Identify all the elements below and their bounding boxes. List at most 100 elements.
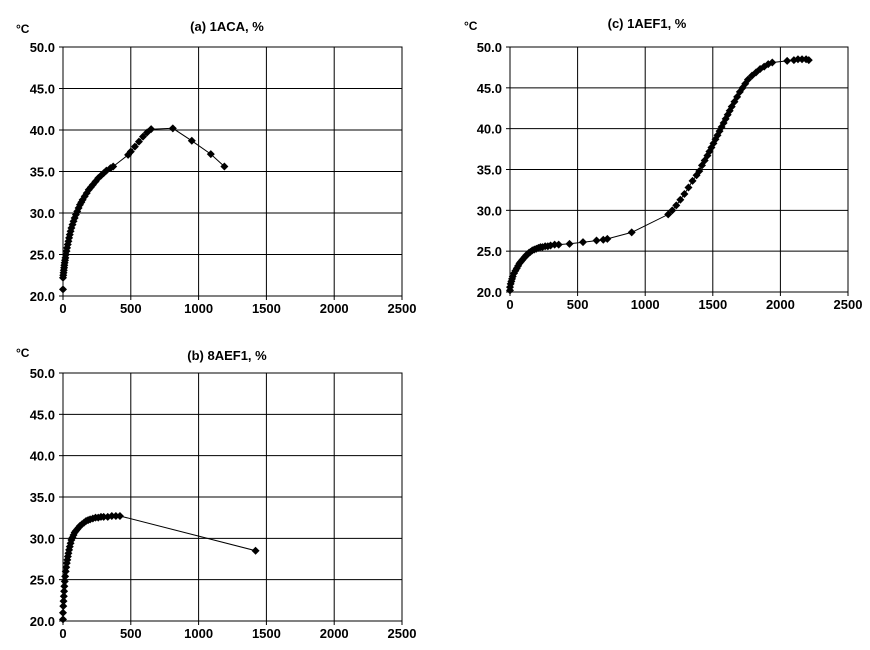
x-tick-label: 0: [506, 297, 513, 312]
x-tick-labels: 0 500 1000 1500 2000 2500: [59, 626, 416, 641]
y-tick-label: 40.0: [30, 449, 55, 464]
data-point: [130, 142, 139, 151]
x-tick-label: 0: [59, 626, 66, 641]
data-point: [59, 615, 67, 624]
data-point: [783, 56, 792, 65]
data-point: [59, 597, 68, 606]
data-point: [187, 136, 196, 145]
y-tick-label: 25.0: [477, 244, 502, 259]
series-line: [62, 127, 225, 290]
data-point: [695, 167, 704, 176]
chart-panel-c: (c) 1AEF1, % °C 20.0 25.0 30.0 35.0 40.0 45.0…: [464, 16, 862, 312]
y-tick-label: 35.0: [30, 165, 55, 180]
data-point: [134, 137, 143, 146]
x-tick-label: 1000: [184, 301, 213, 316]
x-tick-label: 500: [567, 297, 589, 312]
chart-title: (b) 8AEF1, %: [187, 348, 267, 363]
data-point: [60, 582, 69, 591]
data-point: [668, 206, 677, 215]
data-point: [107, 512, 116, 521]
x-tick-label: 1000: [631, 297, 660, 312]
data-point: [60, 587, 69, 596]
data-point: [59, 285, 67, 294]
data-series: [59, 512, 260, 624]
data-point: [206, 150, 215, 159]
y-unit-label: °C: [464, 19, 478, 33]
data-point: [688, 176, 697, 185]
x-tick-label: 2000: [320, 301, 349, 316]
chart-panel-b: (b) 8AEF1, % °C 20.0 25.0 30.0 35.0 40.0 45.0…: [16, 346, 416, 641]
x-tick-label: 500: [120, 301, 142, 316]
data-point: [99, 512, 108, 521]
y-tick-label: 50.0: [30, 40, 55, 55]
data-point: [554, 240, 563, 249]
x-tick-label: 2500: [834, 297, 863, 312]
data-point: [115, 512, 124, 521]
y-tick-label: 25.0: [30, 573, 55, 588]
data-point: [768, 58, 777, 67]
data-point: [139, 132, 148, 141]
grid: [506, 46, 849, 296]
data-point: [579, 238, 588, 247]
y-tick-labels: 20.0 25.0 30.0 35.0 40.0 45.0 50.0: [30, 40, 55, 304]
data-point: [603, 234, 612, 243]
x-tick-labels: 0 500 1000 1500 2000 2500: [59, 301, 416, 316]
data-point: [743, 75, 752, 84]
series-line: [62, 515, 256, 620]
data-point: [147, 125, 156, 134]
y-tick-label: 45.0: [30, 82, 55, 97]
y-tick-label: 35.0: [477, 163, 502, 178]
y-tick-labels: 20.0 25.0 30.0 35.0 40.0 45.0 50.0: [30, 366, 55, 629]
y-unit-label: °C: [16, 22, 30, 36]
y-tick-label: 20.0: [30, 289, 55, 304]
y-tick-label: 20.0: [30, 614, 55, 629]
x-tick-label: 1500: [698, 297, 727, 312]
data-series: [506, 55, 813, 295]
data-point: [798, 55, 807, 64]
data-point: [627, 228, 636, 237]
data-point: [111, 512, 120, 521]
y-tick-label: 20.0: [477, 285, 502, 300]
y-tick-label: 30.0: [30, 531, 55, 546]
y-tick-label: 50.0: [477, 40, 502, 55]
data-point: [109, 162, 118, 171]
y-tick-label: 45.0: [477, 81, 502, 96]
y-tick-label: 45.0: [30, 407, 55, 422]
data-point: [793, 55, 802, 64]
x-tick-labels: 0 500 1000 1500 2000 2500: [506, 297, 862, 312]
chart-panel-a: (a) 1ACA, % °C 20.0 25.0 30.0 35.0 40.0 45.0 5…: [16, 19, 416, 316]
x-tick-label: 1000: [184, 626, 213, 641]
data-point: [126, 147, 135, 156]
data-point: [251, 546, 260, 555]
data-point: [550, 240, 559, 249]
x-tick-label: 1500: [252, 626, 281, 641]
series-line: [509, 58, 809, 291]
y-tick-label: 50.0: [30, 366, 55, 381]
y-tick-labels: 20.0 25.0 30.0 35.0 40.0 45.0 50.0: [477, 40, 502, 300]
x-tick-label: 2000: [320, 626, 349, 641]
data-point: [684, 183, 693, 192]
grid: [59, 46, 403, 300]
y-tick-label: 35.0: [30, 490, 55, 505]
data-point: [565, 239, 574, 248]
chart-title: (c) 1AEF1, %: [608, 16, 687, 31]
data-point: [592, 236, 601, 245]
data-point: [664, 210, 673, 219]
y-tick-label: 30.0: [477, 203, 502, 218]
y-tick-label: 25.0: [30, 248, 55, 263]
x-tick-label: 2000: [766, 297, 795, 312]
data-point: [59, 602, 68, 611]
data-point: [59, 608, 67, 617]
data-point: [676, 195, 685, 204]
y-tick-label: 40.0: [477, 122, 502, 137]
x-tick-label: 2500: [388, 626, 417, 641]
y-unit-label: °C: [16, 346, 30, 360]
chart-title: (a) 1ACA, %: [190, 19, 264, 34]
x-tick-label: 500: [120, 626, 142, 641]
grid: [59, 372, 403, 625]
data-point: [168, 124, 177, 133]
data-point: [59, 592, 68, 601]
data-point: [60, 577, 69, 586]
data-point: [680, 190, 689, 198]
